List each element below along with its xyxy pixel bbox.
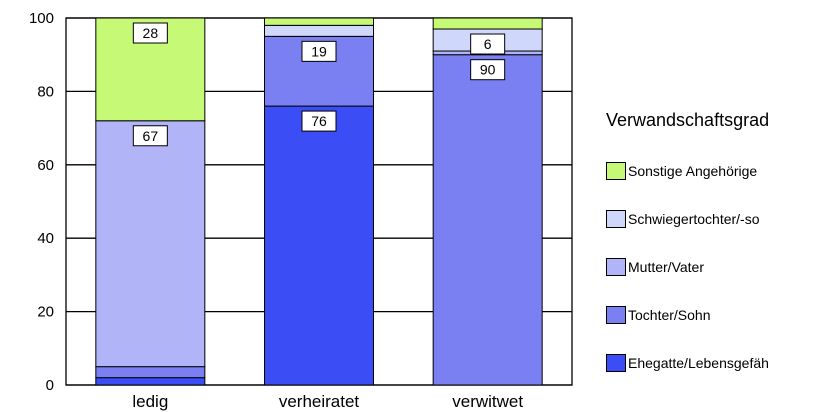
legend-title: Verwandschaftsgrad xyxy=(606,110,770,130)
legend-item: Mutter/Vater xyxy=(606,257,821,277)
legend-swatch xyxy=(606,306,626,324)
legend-items: Sonstige Angehörige Schwiegertochter/-so M… xyxy=(606,161,821,373)
legend-swatch xyxy=(606,210,626,228)
bar-segment xyxy=(95,366,206,379)
data-label-box xyxy=(470,59,506,81)
data-label: 67 xyxy=(143,128,159,144)
y-tick-label: 20 xyxy=(37,304,54,321)
legend: Verwandschaftsgrad Sonstige Angehörige Sc… xyxy=(606,110,821,401)
y-tick-label: 80 xyxy=(37,83,54,100)
legend-label: Tochter/Sohn xyxy=(628,307,711,323)
x-tick-label: verwitwet xyxy=(452,392,523,411)
bar-segment xyxy=(264,24,374,37)
data-label-box xyxy=(470,33,506,55)
bar-segment xyxy=(264,17,374,26)
legend-item: Schwiegertochter/-so xyxy=(606,209,821,229)
bar-segment xyxy=(95,120,206,368)
bar-segment xyxy=(432,17,543,30)
y-tick-label: 60 xyxy=(37,157,54,174)
legend-swatch xyxy=(606,258,626,276)
legend-item: Sonstige Angehörige xyxy=(606,161,821,181)
data-label: 76 xyxy=(311,113,327,129)
data-label: 19 xyxy=(311,43,327,59)
y-tick-label: 0 xyxy=(46,377,54,394)
legend-label: Sonstige Angehörige xyxy=(628,163,758,179)
data-label: 28 xyxy=(143,25,159,41)
y-tick-label: 40 xyxy=(37,230,54,247)
legend-item: Tochter/Sohn xyxy=(606,305,821,325)
bar-segment xyxy=(95,377,206,386)
data-label-box xyxy=(301,40,337,62)
data-label: 6 xyxy=(484,36,492,52)
legend-label: Schwiegertochter/-so xyxy=(628,211,760,227)
legend-swatch xyxy=(606,354,626,372)
y-tick-label: 100 xyxy=(29,10,54,27)
x-tick-label: verheiratet xyxy=(279,392,360,411)
legend-item: Ehegatte/Lebensgefäh xyxy=(606,353,821,373)
data-label-box xyxy=(301,110,337,132)
data-label-box xyxy=(132,125,168,147)
x-tick-label: ledig xyxy=(132,392,168,411)
data-label-box xyxy=(132,22,168,44)
bar-segment xyxy=(264,105,374,386)
legend-swatch xyxy=(606,162,626,180)
legend-label: Mutter/Vater xyxy=(628,259,704,275)
legend-label: Ehegatte/Lebensgefäh xyxy=(628,355,769,371)
data-label: 90 xyxy=(480,62,496,78)
bar-segment xyxy=(432,54,543,386)
